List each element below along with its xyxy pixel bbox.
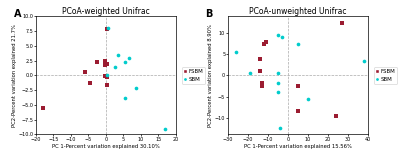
Point [82,71,88,73]
Point [104,28,110,31]
Point [105,27,111,30]
Y-axis label: PC2-Percent variation explained 21.7%: PC2-Percent variation explained 21.7% [12,24,17,127]
Point [259,82,265,84]
Point [295,85,301,87]
Point [263,40,269,43]
Legend: FSBM, SBM: FSBM, SBM [182,67,205,84]
Point [295,42,301,45]
Point [122,97,128,99]
Point [102,74,108,77]
Point [277,127,283,129]
Point [261,42,267,45]
Point [122,61,128,63]
Point [101,59,108,62]
Point [102,63,108,66]
Point [104,84,110,86]
Point [162,127,169,130]
X-axis label: PC 1-Percent variation explained 15.56%: PC 1-Percent variation explained 15.56% [244,144,352,149]
Point [339,21,345,24]
Point [112,65,118,68]
Point [275,72,281,75]
Point [259,85,265,87]
Point [87,82,94,84]
Text: B: B [206,9,213,19]
Y-axis label: PC2-Percent variation explained 8.90%: PC2-Percent variation explained 8.90% [208,24,214,127]
X-axis label: PC 1-Percent variation explained 30.10%: PC 1-Percent variation explained 30.10% [52,144,160,149]
Point [40,107,46,109]
Title: PCoA-weighted Unifrac: PCoA-weighted Unifrac [62,7,150,16]
Point [104,75,110,78]
Point [233,51,239,54]
Point [257,57,263,60]
Point [257,70,263,72]
Point [115,53,122,56]
Legend: FSBM, SBM: FSBM, SBM [374,67,397,84]
Point [275,82,281,84]
Point [104,73,110,76]
Point [132,87,139,90]
Point [104,62,110,65]
Point [333,114,339,117]
Text: A: A [14,9,21,19]
Point [361,59,367,62]
Point [94,61,100,64]
Point [247,72,253,75]
Point [275,34,281,37]
Point [275,91,281,94]
Point [295,110,301,113]
Point [126,56,132,59]
Point [305,97,311,100]
Title: PCoA-unweighted Unifrac: PCoA-unweighted Unifrac [249,7,347,16]
Point [279,36,285,39]
